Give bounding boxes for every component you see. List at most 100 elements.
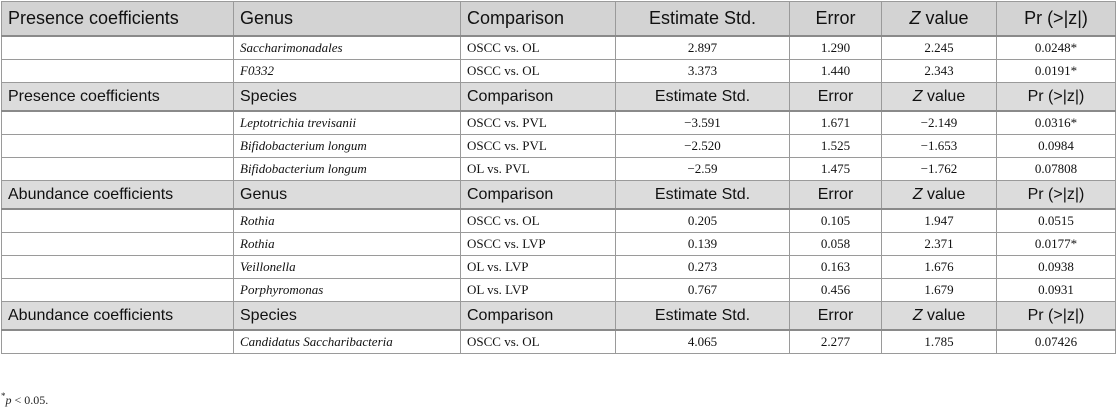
p-value-cell: 0.0316* [996,110,1116,135]
comparison-cell: OSCC vs. OL [460,59,616,83]
z-symbol: Z [909,8,921,28]
header-row: Presence coefficients Species Comparison Es… [1,82,1116,112]
p-value-cell: 0.0515 [996,208,1116,233]
table-row: Rothia OSCC vs. LVP 0.139 0.058 2.371 0.0177* [1,232,1116,256]
estimate-cell: 2.897 [615,35,790,60]
p-value-cell: 0.0177* [996,232,1116,256]
empty-cell [1,329,234,354]
p-value-column-label: Pr (>|z|) [996,1,1116,37]
estimate-cell: 0.767 [615,278,790,302]
header-row: Abundance coefficients Species Comparison E… [1,301,1116,331]
z-symbol: Z [912,306,923,324]
empty-cell [1,59,234,83]
z-value-cell: −1.653 [881,134,997,158]
z-value-text: value [922,185,966,203]
taxon-cell: Rothia [233,208,461,233]
taxon-cell: Bifidobacterium longum [233,157,461,181]
z-value-cell: 2.343 [881,59,997,83]
error-column-label: Error [789,82,882,112]
taxon-cell: Rothia [233,232,461,256]
comparison-cell: OL vs. PVL [460,157,616,181]
empty-cell [1,110,234,135]
estimate-cell: −3.591 [615,110,790,135]
comparison-column-label: Comparison [460,1,616,37]
comparison-cell: OSCC vs. OL [460,35,616,60]
empty-cell [1,278,234,302]
error-cell: 1.290 [789,35,882,60]
z-symbol: Z [912,87,923,105]
estimate-cell: 0.205 [615,208,790,233]
estimate-column-label: Estimate Std. [615,301,790,331]
z-value-text: value [922,306,966,324]
z-value-cell: 1.676 [881,255,997,279]
taxon-column-label: Genus [233,1,461,37]
error-cell: 1.475 [789,157,882,181]
table-row: Porphyromonas OL vs. LVP 0.767 0.456 1.679 0.… [1,278,1116,302]
z-symbol: Z [912,185,923,203]
footnote-variable: p [5,393,12,407]
error-cell: 0.163 [789,255,882,279]
error-cell: 1.440 [789,59,882,83]
table-row: Candidatus Saccharibacteria OSCC vs. OL 4.… [1,329,1116,354]
z-value-cell: −1.762 [881,157,997,181]
z-value-column-label: Z value [881,180,997,210]
footnote-text: < 0.05. [11,393,49,407]
z-value-text: value [922,87,966,105]
footnote-mark: * [1,391,6,401]
empty-cell [1,157,234,181]
taxon-cell: Leptotrichia trevisanii [233,110,461,135]
comparison-cell: OSCC vs. LVP [460,232,616,256]
empty-cell [1,35,234,60]
section-label: Abundance coefficients [1,301,234,331]
estimate-column-label: Estimate Std. [615,1,790,37]
p-value-cell: 0.0984 [996,134,1116,158]
header-row: Presence coefficients Genus Comparison Esti… [1,1,1116,37]
comparison-cell: OSCC vs. OL [460,329,616,354]
comparison-cell: OSCC vs. PVL [460,134,616,158]
table-row: Saccharimonadales OSCC vs. OL 2.897 1.290 2.… [1,35,1116,60]
table-row: Bifidobacterium longum OSCC vs. PVL −2.520… [1,134,1116,158]
estimate-cell: 3.373 [615,59,790,83]
p-value-cell: 0.0938 [996,255,1116,279]
section-label: Presence coefficients [1,1,234,37]
taxon-cell: Veillonella [233,255,461,279]
table-row: F0332 OSCC vs. OL 3.373 1.440 2.343 0.0191* [1,59,1116,83]
empty-cell [1,232,234,256]
error-cell: 2.277 [789,329,882,354]
taxon-cell: Bifidobacterium longum [233,134,461,158]
estimate-cell: −2.59 [615,157,790,181]
z-value-cell: 1.679 [881,278,997,302]
estimate-column-label: Estimate Std. [615,180,790,210]
error-cell: 1.671 [789,110,882,135]
error-cell: 1.525 [789,134,882,158]
section-label: Presence coefficients [1,82,234,112]
empty-cell [1,255,234,279]
section-label: Abundance coefficients [1,180,234,210]
footnote: *p < 0.05. [1,391,48,408]
z-value-cell: 2.371 [881,232,997,256]
taxon-column-label: Genus [233,180,461,210]
z-value-cell: 1.785 [881,329,997,354]
p-value-cell: 0.0248* [996,35,1116,60]
header-row: Abundance coefficients Genus Comparison Est… [1,180,1116,210]
z-value-column-label: Z value [881,301,997,331]
estimate-cell: −2.520 [615,134,790,158]
comparison-cell: OSCC vs. PVL [460,110,616,135]
comparison-cell: OL vs. LVP [460,278,616,302]
comparison-column-label: Comparison [460,301,616,331]
taxon-column-label: Species [233,301,461,331]
empty-cell [1,208,234,233]
table-body: Presence coefficients Genus Comparison Esti… [1,1,1116,354]
z-value-cell: 2.245 [881,35,997,60]
p-value-column-label: Pr (>|z|) [996,180,1116,210]
table-row: Rothia OSCC vs. OL 0.205 0.105 1.947 0.0515 [1,208,1116,233]
error-cell: 0.456 [789,278,882,302]
table-row: Bifidobacterium longum OL vs. PVL −2.59 1.4… [1,157,1116,181]
taxon-cell: F0332 [233,59,461,83]
taxon-cell: Saccharimonadales [233,35,461,60]
p-value-cell: 0.0191* [996,59,1116,83]
p-value-cell: 0.0931 [996,278,1116,302]
z-value-column-label: Z value [881,1,997,37]
z-value-cell: 1.947 [881,208,997,233]
comparison-column-label: Comparison [460,82,616,112]
